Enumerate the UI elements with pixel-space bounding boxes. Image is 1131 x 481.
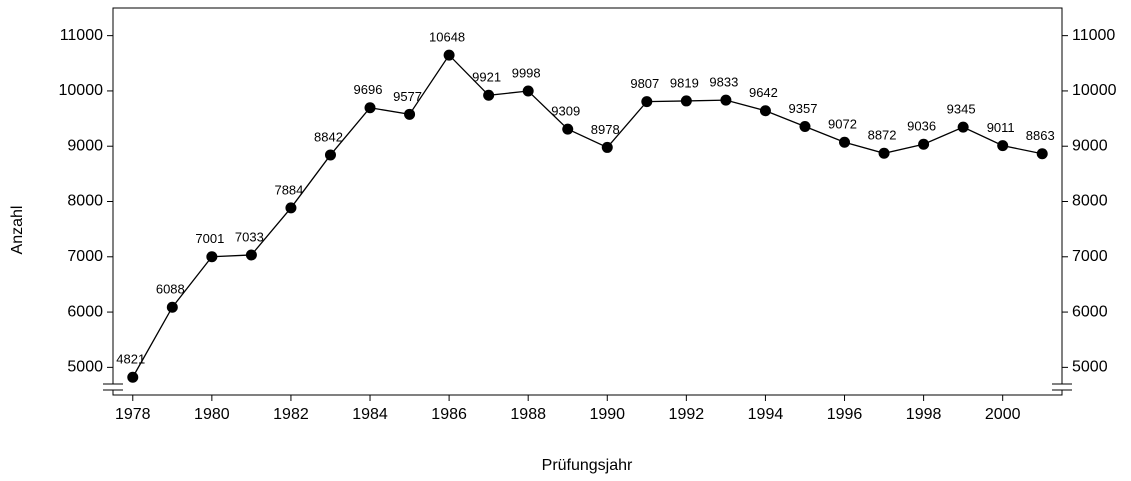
data-point [166,301,178,313]
data-point [483,89,495,101]
data-label: 9577 [393,89,422,104]
data-point [680,95,692,107]
data-label: 9998 [512,65,541,80]
y-tick-label: 10000 [59,82,104,99]
data-point [1036,148,1048,160]
data-point [839,136,851,148]
data-label: 9309 [551,104,580,119]
x-axis-label: Prüfungsjahr [542,457,633,474]
data-label: 9819 [670,75,699,90]
data-label: 8872 [868,128,897,143]
x-tick-label: 1988 [510,406,546,423]
data-point [324,149,336,161]
series-line [132,54,1043,378]
data-label: 4821 [116,352,145,367]
y-tick-label: 11000 [60,27,103,44]
data-label: 8978 [591,122,620,137]
data-point [364,102,376,114]
data-point [759,105,771,117]
data-label: 9011 [987,120,1015,135]
data-point [127,371,139,383]
data-label: 8842 [314,129,343,144]
x-tick-label: 1992 [669,406,705,423]
x-tick-label: 2000 [985,406,1021,423]
y2-tick-label: 8000 [1072,193,1108,210]
x-tick-label: 1982 [273,406,309,423]
data-label: 7884 [274,182,303,197]
x-tick-label: 1998 [906,406,942,423]
y-tick-label: 6000 [67,303,103,320]
y2-tick-label: 7000 [1072,248,1108,265]
x-tick-label: 1984 [352,406,388,423]
data-point [720,94,732,106]
data-point [641,96,653,108]
data-label: 9072 [828,117,857,132]
data-point [997,140,1009,152]
data-point [601,141,613,153]
data-label: 8863 [1026,128,1055,143]
data-point [522,85,534,97]
y-tick-label: 8000 [67,193,103,210]
y-tick-label: 9000 [67,137,103,154]
y-tick-label: 5000 [67,359,103,376]
data-point [918,138,930,150]
data-point [206,251,218,263]
x-tick-label: 1996 [827,406,863,423]
x-tick-label: 1978 [115,406,151,423]
y2-tick-label: 6000 [1072,303,1108,320]
data-point [562,123,574,135]
data-point [404,108,416,120]
y2-tick-label: 11000 [1072,27,1115,44]
data-label: 9833 [709,75,738,90]
data-label: 9807 [630,76,659,91]
data-label: 9357 [789,101,818,116]
x-tick-label: 1986 [431,406,467,423]
data-point [443,49,455,61]
y-axis-label: Anzahl [9,206,26,255]
plot-frame [112,7,1063,396]
axis-break-right [1052,383,1072,391]
y2-tick-label: 10000 [1072,82,1117,99]
x-tick-label: 1994 [748,406,784,423]
y2-tick-label: 5000 [1072,359,1108,376]
x-tick-label: 1990 [589,406,625,423]
data-label: 9921 [472,70,501,85]
axis-break-left [103,383,123,391]
data-label: 9036 [907,119,936,134]
data-label: 6088 [156,282,185,297]
data-label: 9345 [947,102,976,117]
data-label: 7033 [235,229,264,244]
data-point [245,249,257,261]
data-point [285,202,297,214]
data-point [957,121,969,133]
x-tick-label: 1980 [194,406,230,423]
data-point [878,147,890,159]
data-label: 9696 [354,82,383,97]
y-tick-label: 7000 [67,248,103,265]
y2-tick-label: 9000 [1072,137,1108,154]
data-label: 10648 [429,30,465,45]
data-label: 7001 [195,231,224,246]
data-point [799,120,811,132]
data-label: 9642 [749,85,778,100]
